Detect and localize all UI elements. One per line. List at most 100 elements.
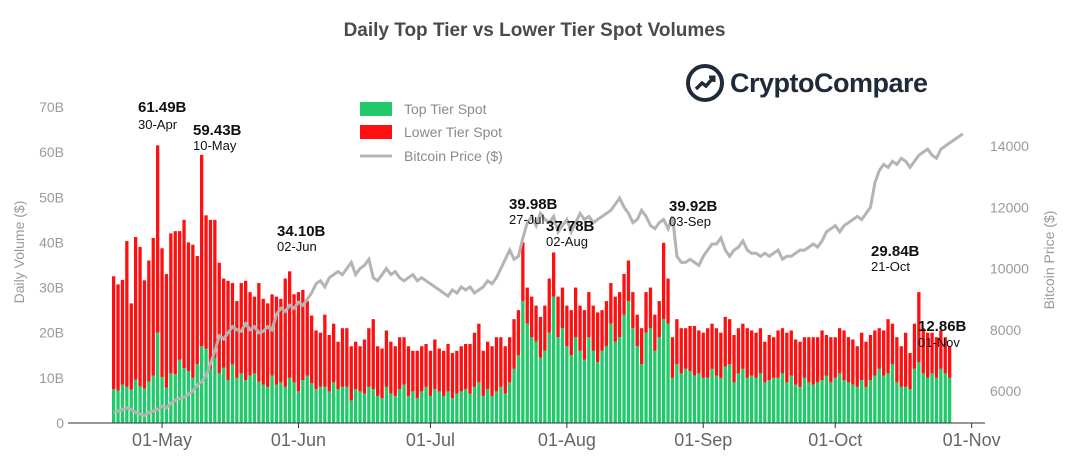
x-tick-label: 01-Jun bbox=[271, 430, 326, 450]
bar-lower-tier bbox=[120, 279, 125, 385]
bar-top-tier bbox=[239, 373, 243, 423]
bar-lower-tier bbox=[371, 319, 375, 390]
bar-lower-tier bbox=[292, 294, 296, 383]
bar-top-tier bbox=[868, 380, 873, 423]
bar-lower-tier bbox=[908, 353, 912, 390]
bar-lower-tier bbox=[741, 323, 745, 369]
bar-lower-tier bbox=[490, 346, 494, 396]
bar-top-tier bbox=[512, 368, 516, 423]
bar-lower-tier bbox=[362, 339, 367, 394]
legend-label-lower-tier: Lower Tier Spot bbox=[404, 124, 502, 140]
bar-top-tier bbox=[692, 375, 697, 423]
bar-lower-tier bbox=[864, 341, 868, 387]
bar-top-tier bbox=[534, 341, 538, 423]
bar-top-tier bbox=[943, 373, 947, 423]
bar-lower-tier bbox=[530, 296, 534, 338]
bar-lower-tier bbox=[134, 237, 138, 380]
bar-top-tier bbox=[151, 375, 155, 423]
bar-top-tier bbox=[336, 389, 340, 423]
bar-lower-tier bbox=[455, 350, 459, 394]
bar-top-tier bbox=[252, 373, 257, 423]
y-tick-label: 20B bbox=[39, 325, 64, 341]
legend-label-price: Bitcoin Price ($) bbox=[404, 148, 503, 164]
bar-lower-tier bbox=[948, 346, 952, 378]
annotation-value: 61.49B bbox=[138, 99, 187, 116]
bar-lower-tier bbox=[675, 319, 679, 365]
bar-top-tier bbox=[420, 391, 424, 423]
bar-lower-tier bbox=[332, 323, 336, 383]
y-tick-label: 40B bbox=[39, 234, 64, 250]
x-tick-label: 01-Jul bbox=[406, 430, 455, 450]
bar-lower-tier bbox=[855, 346, 859, 387]
bar-lower-tier bbox=[710, 323, 714, 369]
bar-top-tier bbox=[604, 346, 609, 423]
annotation-value: 39.92B bbox=[669, 198, 718, 215]
bar-lower-tier bbox=[578, 305, 582, 351]
bar-top-tier bbox=[169, 373, 173, 423]
bar-top-tier bbox=[468, 393, 472, 423]
bar-lower-tier bbox=[736, 328, 741, 374]
bar-lower-tier bbox=[402, 337, 406, 385]
bar-lower-tier bbox=[802, 337, 807, 378]
bar-lower-tier bbox=[384, 330, 389, 387]
y2-tick-label: 10000 bbox=[990, 261, 1029, 277]
bar-lower-tier bbox=[314, 330, 318, 390]
bar-lower-tier bbox=[666, 278, 670, 324]
bar-lower-tier bbox=[789, 330, 793, 376]
bar-lower-tier bbox=[446, 344, 450, 392]
bar-top-tier bbox=[811, 384, 815, 423]
bar-top-tier bbox=[332, 382, 336, 423]
bar-top-tier bbox=[618, 337, 622, 423]
bar-lower-tier bbox=[719, 332, 723, 378]
bar-top-tier bbox=[327, 391, 331, 423]
bar-lower-tier bbox=[336, 341, 340, 390]
bar-top-tier bbox=[640, 364, 644, 423]
bar-lower-tier bbox=[745, 328, 749, 378]
bar-top-tier bbox=[798, 386, 802, 423]
bar-top-tier bbox=[657, 337, 661, 423]
bar-lower-tier bbox=[437, 348, 441, 392]
bar-lower-tier bbox=[450, 353, 455, 399]
bar-top-tier bbox=[455, 393, 459, 423]
bar-top-tier bbox=[384, 386, 389, 423]
bar-lower-tier bbox=[754, 332, 758, 378]
bar-lower-tier bbox=[327, 334, 331, 392]
bar-top-tier bbox=[921, 373, 925, 423]
bar-lower-tier bbox=[503, 346, 507, 394]
bar-lower-tier bbox=[296, 292, 301, 392]
bar-lower-tier bbox=[622, 274, 626, 315]
y-tick-label: 10B bbox=[39, 370, 64, 386]
bar-top-tier bbox=[459, 391, 463, 423]
bar-lower-tier bbox=[631, 292, 635, 329]
bar-top-tier bbox=[195, 364, 199, 423]
bar-lower-tier bbox=[182, 219, 186, 368]
bar-top-tier bbox=[745, 377, 749, 423]
bar-lower-tier bbox=[732, 334, 736, 383]
bar-lower-tier bbox=[142, 280, 147, 389]
bar-lower-tier bbox=[860, 332, 864, 381]
bar-lower-tier bbox=[816, 337, 820, 383]
bar-top-tier bbox=[697, 373, 701, 423]
bar-top-tier bbox=[635, 346, 639, 423]
bar-lower-tier bbox=[776, 330, 780, 378]
bar-lower-tier bbox=[838, 328, 842, 374]
bar-lower-tier bbox=[318, 332, 323, 387]
bar-lower-tier bbox=[684, 328, 688, 369]
bar-top-tier bbox=[723, 366, 727, 423]
bar-top-tier bbox=[204, 348, 208, 423]
bar-top-tier bbox=[358, 391, 362, 423]
bar-lower-tier bbox=[851, 339, 855, 385]
bar-top-tier bbox=[120, 384, 125, 423]
bar-lower-tier bbox=[151, 237, 155, 376]
bar-lower-tier bbox=[758, 328, 763, 374]
bar-lower-tier bbox=[266, 303, 270, 387]
bar-top-tier bbox=[714, 375, 719, 423]
bar-lower-tier bbox=[728, 319, 732, 365]
bar-lower-tier bbox=[248, 292, 252, 376]
bar-top-tier bbox=[728, 364, 732, 423]
bar-top-tier bbox=[736, 373, 741, 423]
bar-top-tier bbox=[701, 377, 705, 423]
bar-lower-tier bbox=[125, 241, 129, 387]
bar-top-tier bbox=[556, 337, 560, 423]
bar-top-tier bbox=[785, 382, 789, 423]
